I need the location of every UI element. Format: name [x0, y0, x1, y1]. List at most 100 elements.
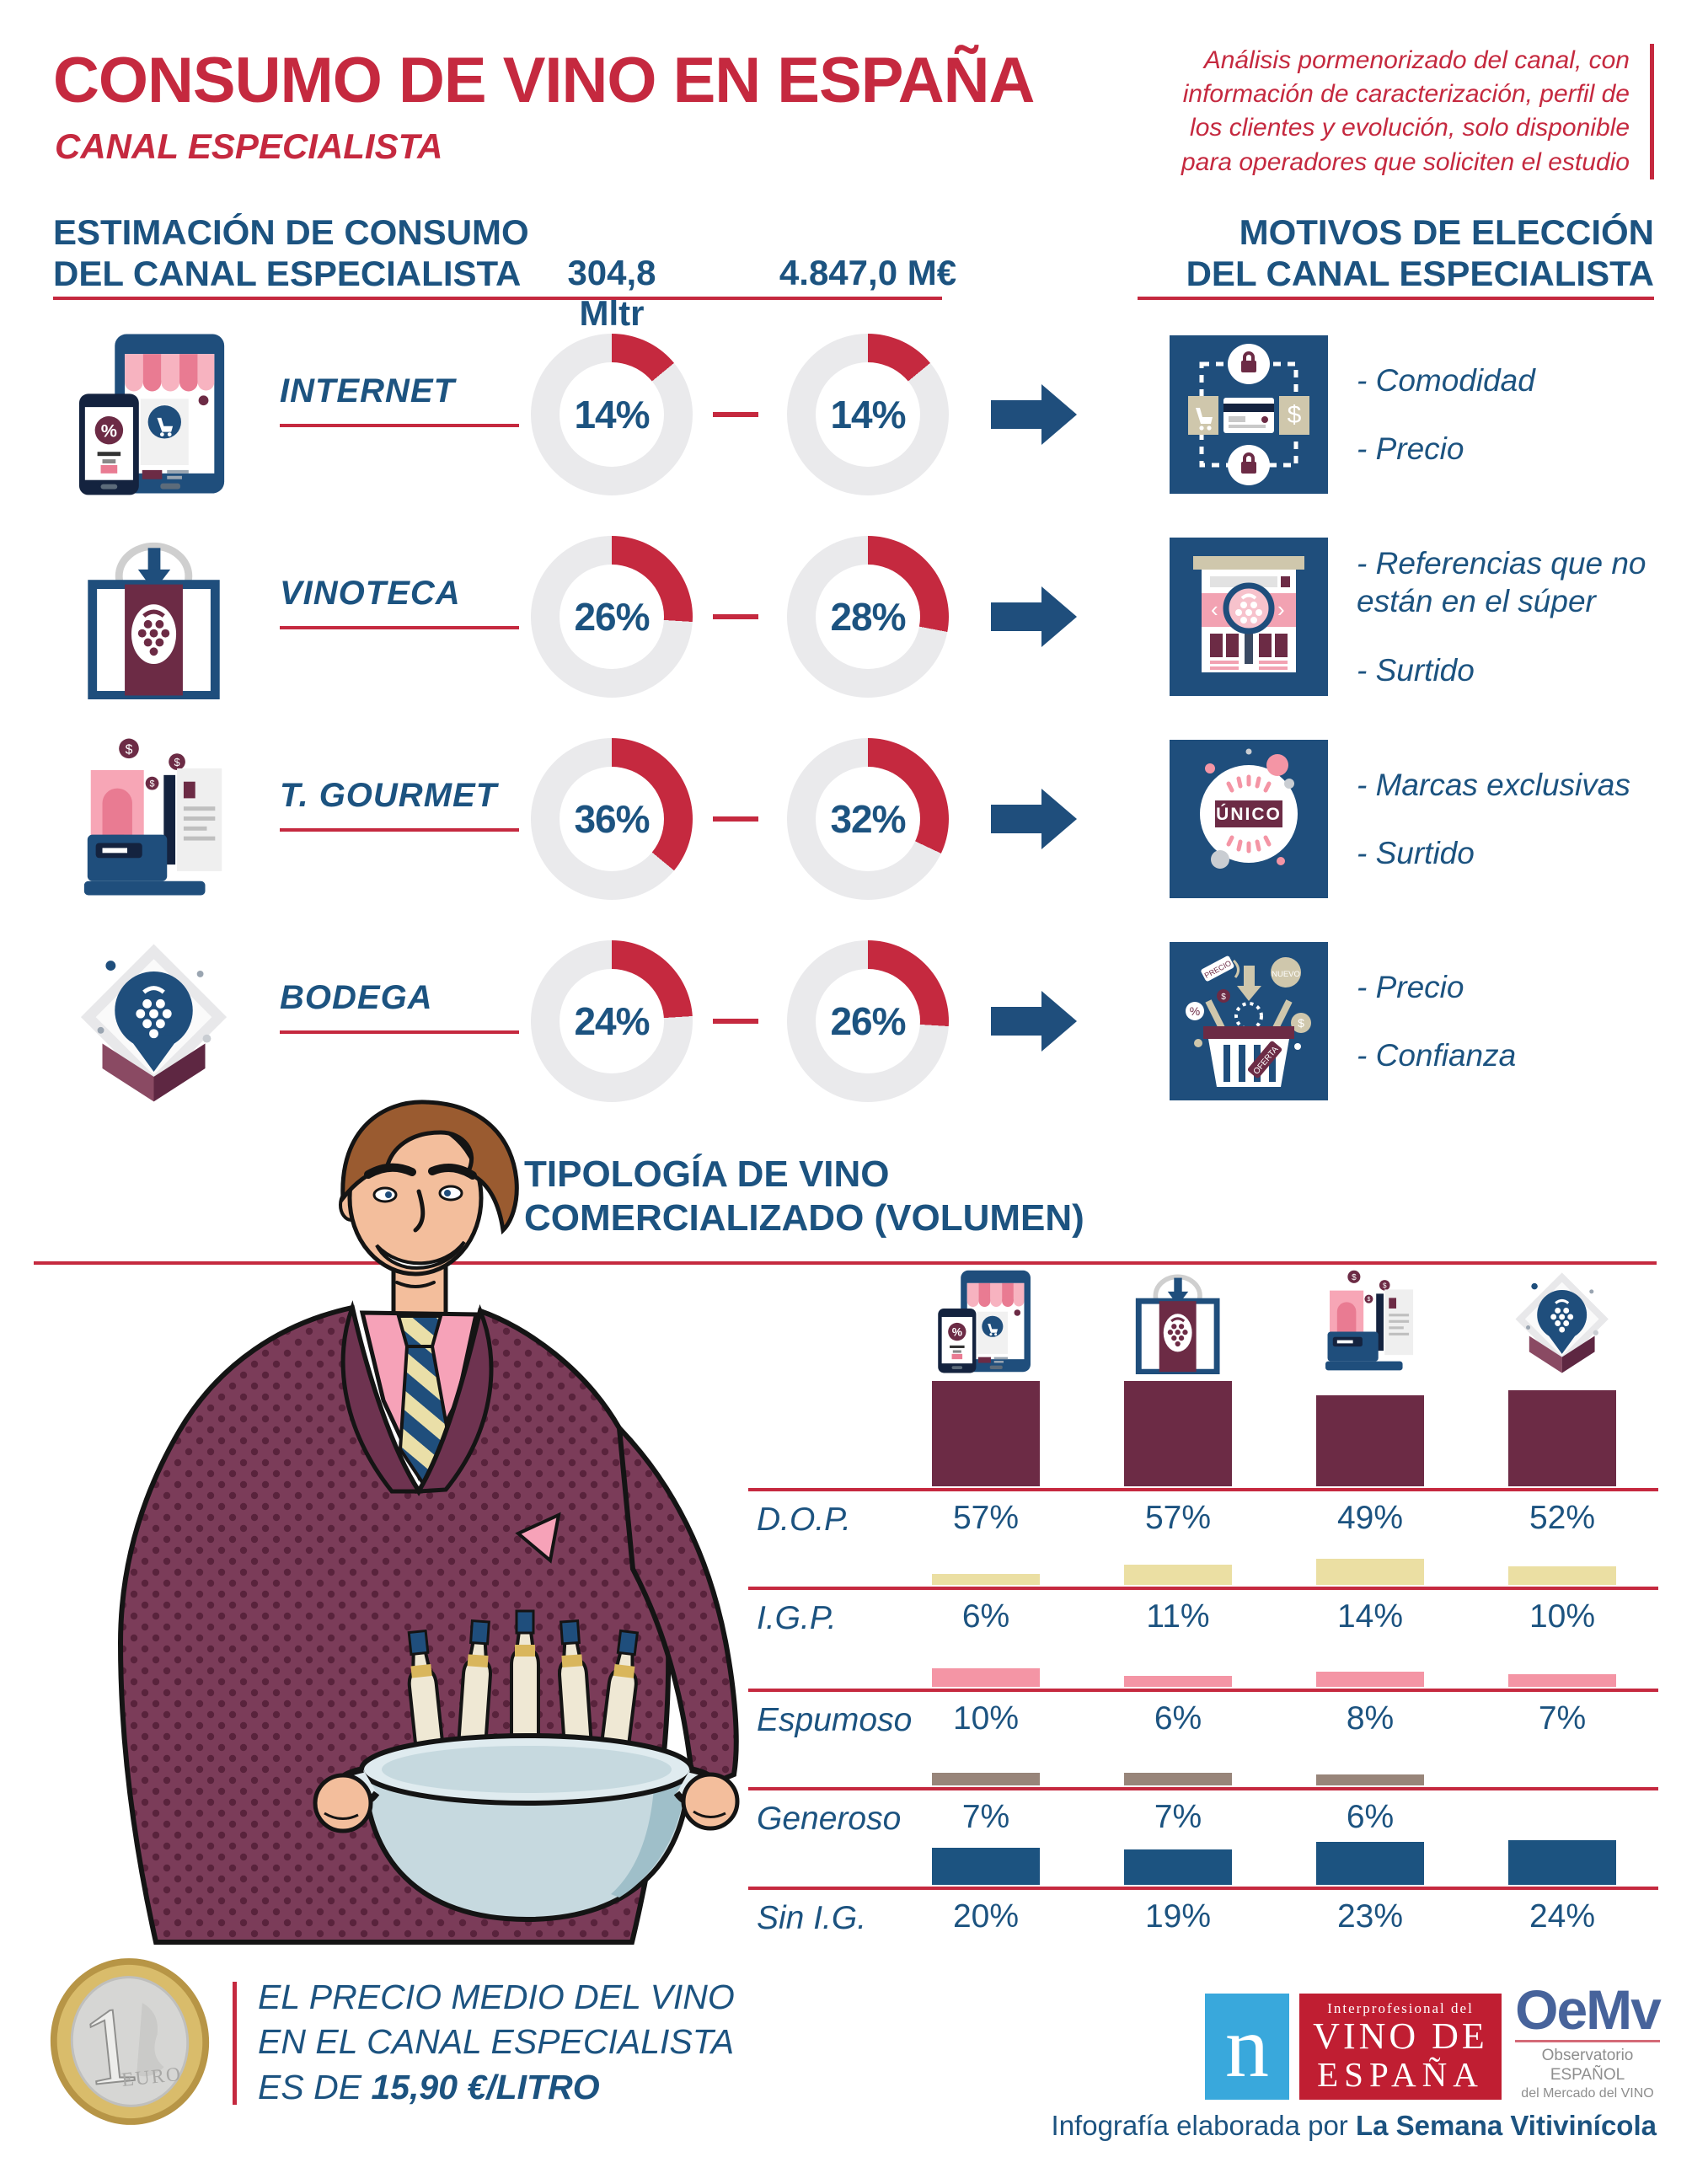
gourmet-register-icon-small [1321, 1268, 1419, 1374]
page-title: CONSUMO DE VINO EN ESPAÑA [53, 45, 1035, 116]
typology-value: 10% [1529, 1598, 1596, 1635]
motive-item: - Confianza [1357, 1038, 1517, 1073]
price-text: EL PRECIO MEDIO DEL VINO EN EL CANAL ESP… [258, 1975, 735, 2110]
typology-heading-line1: TIPOLOGÍA DE VINO [524, 1153, 890, 1195]
typology-value: 11% [1146, 1598, 1210, 1635]
value-donut: 26% [787, 940, 949, 1102]
svg-text:›: › [1277, 597, 1285, 622]
price-divider [233, 1982, 237, 2105]
coin-digit: 1 [77, 1983, 143, 2109]
svg-text:$: $ [1221, 993, 1226, 1002]
svg-text:‹: ‹ [1211, 597, 1218, 622]
left-divider [53, 297, 942, 300]
motive-item: - Surtido [1357, 836, 1475, 870]
typology-heading-line2: COMERCIALIZADO (VOLUMEN) [524, 1196, 1084, 1239]
svg-text:$: $ [1288, 401, 1302, 429]
typology-row-values: 20% 19% 23% 24% [890, 1898, 1658, 1935]
motives-heading: MOTIVOS DE ELECCIÓN DEL CANAL ESPECIALIS… [1186, 212, 1654, 294]
volume-donut: 14% [531, 334, 693, 495]
typology-row-line [748, 1887, 1658, 1890]
arrow-right-icon [991, 384, 1077, 445]
oemv-subtitle1: Observatorio ESPAÑOL [1541, 2047, 1634, 2084]
channel-rows: INTERNET 14% 14% $ [0, 313, 1708, 1122]
typology-bar [1124, 1564, 1232, 1585]
header-note: Análisis pormenorizado del canal, con in… [1161, 44, 1654, 179]
euro-coin-illustration: 1 EURO [50, 1958, 210, 2125]
typology-bar [932, 1380, 1040, 1486]
typology-value: 52% [1529, 1500, 1596, 1536]
typology-heading: TIPOLOGÍA DE VINO COMERCIALIZADO (VOLUME… [524, 1153, 1084, 1240]
consumption-heading: ESTIMACIÓN DE CONSUMO DEL CANAL ESPECIAL… [53, 212, 529, 294]
oemv-subtitle2: del Mercado del VINO [1521, 2085, 1654, 2101]
typology-bar [932, 1668, 1040, 1687]
motives-list: - Referencias que no están en el súper -… [1357, 516, 1660, 718]
value-donut: 32% [787, 738, 949, 900]
typology-row-label: D.O.P. [757, 1501, 851, 1538]
vde-line2: VINO DE [1313, 2015, 1488, 2058]
bodega-box-icon [78, 937, 231, 1104]
typology-bar [1508, 1840, 1616, 1885]
typology-divider [34, 1261, 1657, 1265]
price-line3: ES DE 15,90 €/LITRO [258, 2067, 600, 2106]
oemv-logo: OeMv Observatorio ESPAÑOL del Mercado de… [1515, 1978, 1662, 2101]
oemv-underline [1515, 2040, 1660, 2042]
typology-value: 7% [1154, 1799, 1202, 1835]
vino-de-espana-logo: Interprofesional del VINO DE ESPAÑA [1299, 1994, 1502, 2100]
typology-value: 14% [1336, 1598, 1404, 1635]
typology-bar [1316, 1395, 1424, 1486]
secure-payment-icon: $ [1170, 335, 1328, 494]
typology-value: 57% [1144, 1500, 1212, 1536]
internet-store-icon-small [937, 1268, 1035, 1374]
volume-donut-value: 14% [574, 393, 650, 436]
bar-row-generoso [890, 1659, 1658, 1785]
price-line1: EL PRECIO MEDIO DEL VINO [258, 1978, 735, 2016]
typology-value: 24% [1529, 1898, 1596, 1935]
man-illustration [117, 1100, 740, 1945]
gourmet-register-icon [78, 735, 231, 902]
value-donut-value: 28% [830, 595, 906, 639]
credit-line: Infografía elaborada por La Semana Vitiv… [1051, 2110, 1657, 2141]
vde-line1: Interprofesional del [1327, 2000, 1474, 2017]
motive-item: - Marcas exclusivas [1357, 767, 1630, 802]
typology-row-values: 7% 7% 6% [890, 1799, 1658, 1836]
motive-item: - Precio [1357, 969, 1464, 1004]
basket-offers-icon: PRECIO NUEVO % $ $ OFERTA [1170, 942, 1328, 1100]
bar-row-espumoso [890, 1560, 1658, 1687]
typology-row-line [748, 1689, 1658, 1692]
consumption-heading-line1: ESTIMACIÓN DE CONSUMO [53, 212, 529, 252]
typology-bar [1124, 1380, 1232, 1486]
volume-donut-value: 24% [574, 999, 650, 1043]
motive-item: - Referencias que no están en el súper [1357, 546, 1646, 619]
typology-row-line [748, 1587, 1658, 1590]
motives-list: - Precio - Confianza [1357, 920, 1660, 1122]
typology-value: 19% [1144, 1898, 1212, 1935]
typology-value: 6% [1154, 1700, 1202, 1737]
donut-separator [713, 816, 758, 822]
nielsen-n-logo: n [1205, 1994, 1289, 2100]
bar-row-igp [890, 1459, 1658, 1585]
price-line2: EN EL CANAL ESPECIALISTA [258, 2022, 735, 2062]
channel-label: BODEGA [280, 979, 519, 1034]
typology-bar [1316, 1842, 1424, 1885]
volume-donut: 24% [531, 940, 693, 1102]
channel-label: INTERNET [280, 372, 519, 427]
typology-bar [1124, 1772, 1232, 1785]
typology-bar [1124, 1675, 1232, 1687]
donut-separator [713, 614, 758, 619]
credit-author: La Semana Vitivinícola [1355, 2110, 1657, 2141]
row-bodega: BODEGA 24% 26% PRECIO NUEVO % $ $ [0, 920, 1708, 1122]
volume-donut: 26% [531, 536, 693, 698]
motive-item: - Precio [1357, 431, 1464, 466]
typology-value: 7% [1538, 1700, 1587, 1737]
internet-store-icon [78, 330, 231, 497]
typology-bar [932, 1848, 1040, 1885]
typology-bar [1508, 1566, 1616, 1585]
volume-donut-value: 26% [574, 595, 650, 639]
typology-row-label: Generoso [757, 1801, 902, 1837]
typology-bar [1124, 1849, 1232, 1885]
svg-text:$: $ [1298, 1016, 1304, 1030]
oemv-wordmark: OeMv [1515, 1978, 1662, 2041]
consumption-heading-line2: DEL CANAL ESPECIALISTA [53, 253, 522, 293]
motives-list: - Comodidad - Precio [1357, 313, 1660, 516]
